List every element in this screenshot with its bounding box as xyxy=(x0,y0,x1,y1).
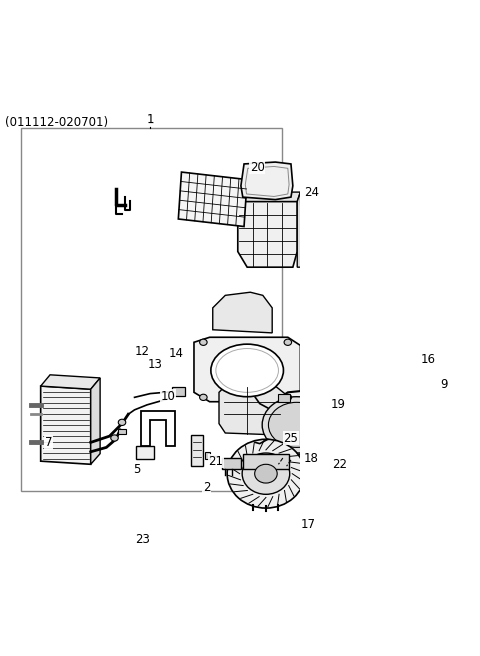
Text: 14: 14 xyxy=(169,347,184,360)
Polygon shape xyxy=(213,292,272,333)
Ellipse shape xyxy=(200,339,207,346)
Polygon shape xyxy=(238,192,300,201)
Ellipse shape xyxy=(284,339,291,346)
Text: 23: 23 xyxy=(135,533,150,546)
Bar xyxy=(191,435,204,466)
Polygon shape xyxy=(41,386,91,464)
Text: 5: 5 xyxy=(133,462,140,476)
Text: 17: 17 xyxy=(300,518,315,531)
Polygon shape xyxy=(268,391,325,456)
Text: 13: 13 xyxy=(148,358,163,371)
Text: 18: 18 xyxy=(303,451,318,464)
Text: 19: 19 xyxy=(330,398,346,411)
Polygon shape xyxy=(238,201,297,267)
Ellipse shape xyxy=(200,394,207,400)
Bar xyxy=(205,452,210,459)
Bar xyxy=(172,387,185,396)
Ellipse shape xyxy=(111,435,118,441)
Bar xyxy=(243,454,289,469)
Polygon shape xyxy=(241,162,293,199)
Polygon shape xyxy=(91,378,100,464)
Bar xyxy=(118,428,126,434)
Text: 2: 2 xyxy=(203,481,210,494)
Polygon shape xyxy=(179,172,247,226)
Polygon shape xyxy=(219,386,285,435)
Text: 16: 16 xyxy=(421,353,436,365)
Ellipse shape xyxy=(118,419,126,426)
Bar xyxy=(222,458,241,469)
Ellipse shape xyxy=(227,440,305,508)
Text: 10: 10 xyxy=(160,390,175,403)
Bar xyxy=(313,450,335,462)
Ellipse shape xyxy=(211,344,284,397)
Polygon shape xyxy=(194,337,300,401)
Text: 25: 25 xyxy=(284,432,299,445)
Ellipse shape xyxy=(262,397,331,453)
Bar xyxy=(312,394,322,402)
Text: 9: 9 xyxy=(441,379,448,392)
Text: 7: 7 xyxy=(45,436,52,449)
Text: 22: 22 xyxy=(332,458,347,471)
Text: 24: 24 xyxy=(304,186,319,199)
Bar xyxy=(21,129,282,491)
Ellipse shape xyxy=(242,453,290,495)
Text: 21: 21 xyxy=(208,455,223,468)
Ellipse shape xyxy=(284,394,291,400)
Ellipse shape xyxy=(255,464,277,483)
Bar xyxy=(136,445,154,459)
Polygon shape xyxy=(41,375,100,389)
Text: (011112-020701): (011112-020701) xyxy=(5,115,108,129)
Ellipse shape xyxy=(398,356,421,379)
Ellipse shape xyxy=(403,360,417,374)
Ellipse shape xyxy=(421,380,430,389)
Ellipse shape xyxy=(268,402,325,447)
Text: 12: 12 xyxy=(135,345,150,358)
Text: 20: 20 xyxy=(250,161,264,174)
Text: 1: 1 xyxy=(146,114,154,127)
Text: 1: 1 xyxy=(146,113,154,126)
Polygon shape xyxy=(297,192,302,267)
Bar xyxy=(278,394,290,402)
Ellipse shape xyxy=(418,377,433,392)
